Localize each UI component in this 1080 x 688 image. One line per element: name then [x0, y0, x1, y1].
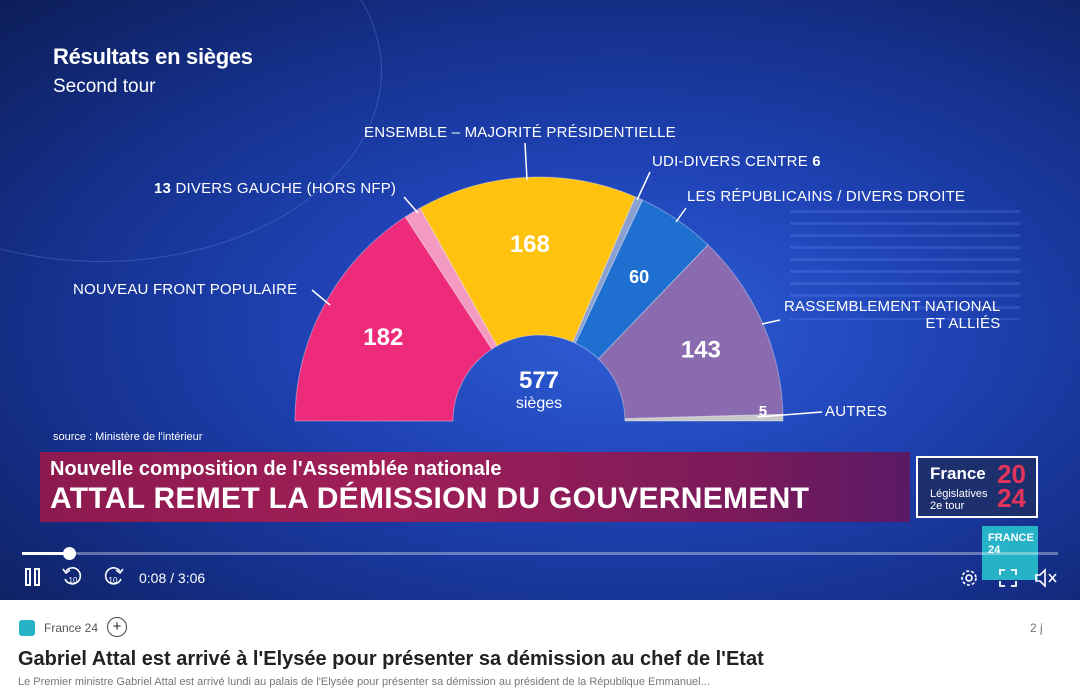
label-dvg-value: 13	[154, 180, 172, 197]
label-rn-line2: ET ALLIÉS	[925, 315, 1001, 332]
label-dvg-name: DIVERS GAUCHE (HORS NFP)	[175, 180, 397, 197]
france24-badge-text: FRANCE 24	[988, 532, 1034, 556]
logo-legislatives: Législatives 2e tour	[930, 488, 987, 512]
label-divers-gauche: 13 DIVERS GAUCHE (HORS NFP)	[154, 180, 396, 197]
badge-line2: 24	[988, 544, 1001, 556]
label-autres: AUTRES	[825, 403, 888, 420]
logo-year-bottom: 24	[997, 483, 1026, 513]
forward-10-icon[interactable]: 10	[102, 566, 124, 588]
leader-line-4	[675, 207, 687, 223]
slice-4	[574, 199, 709, 360]
slice-label-2: 168	[510, 231, 550, 258]
slice-label-4: 60	[629, 267, 649, 287]
follow-button[interactable]: +	[107, 617, 127, 637]
leader-line-5	[761, 319, 781, 325]
logo-year: 20 24	[986, 459, 1026, 513]
slice-label-6: 5	[759, 403, 767, 420]
leader-line-3	[636, 171, 651, 201]
label-rn-line1: RASSEMBLEMENT NATIONAL	[784, 298, 1001, 315]
progress-handle[interactable]	[62, 547, 76, 560]
current-time: 0:08	[139, 570, 167, 586]
settings-gear-icon[interactable]	[959, 568, 979, 588]
fullscreen-icon[interactable]	[998, 568, 1018, 588]
source-name[interactable]: France 24	[44, 621, 99, 635]
elections-logo: France 20 24 Législatives 2e tour	[916, 456, 1038, 518]
time-display: 0:08 / 3:06	[139, 570, 205, 586]
pause-icon[interactable]	[24, 567, 42, 587]
article-headline[interactable]: Gabriel Attal est arrivé à l'Elysée pour…	[18, 648, 764, 670]
logo-leg-line1: Législatives	[930, 488, 988, 500]
banner-kicker: Nouvelle composition de l'Assemblée nati…	[50, 458, 502, 480]
duration: 3:06	[177, 570, 206, 586]
slice-5	[597, 244, 784, 420]
slice-label-5: 143	[681, 336, 721, 363]
label-republicains: LES RÉPUBLICAINS / DIVERS DROITE	[687, 188, 966, 205]
france24-logo-icon	[19, 620, 35, 636]
time-ago: 2 j	[1030, 621, 1043, 635]
news-banner: Nouvelle composition de l'Assemblée nati…	[40, 452, 910, 522]
svg-text:10: 10	[109, 576, 118, 585]
leader-line-2	[524, 142, 528, 181]
label-rn: RASSEMBLEMENT NATIONAL ET ALLIÉS	[784, 298, 1000, 332]
mute-speaker-icon[interactable]	[1034, 567, 1058, 589]
chart-subtitle: Second tour	[53, 76, 156, 97]
slice-0	[294, 216, 493, 422]
progress-bar[interactable]	[22, 547, 1058, 560]
chart-source: source : Ministère de l'intérieur	[53, 431, 203, 443]
label-udi-name: UDI-DIVERS CENTRE	[652, 153, 808, 170]
background-lines	[790, 210, 1020, 320]
banner-headline: ATTAL REMET LA DÉMISSION DU GOUVERNEMENT	[50, 482, 810, 515]
total-seats-label: sièges	[516, 395, 562, 412]
france24-badge: FRANCE 24	[982, 526, 1038, 580]
video-player[interactable]: Résultats en sièges Second tour 182 168 60…	[0, 0, 1080, 600]
leader-line-1	[403, 196, 419, 214]
svg-text:10: 10	[69, 576, 78, 585]
leader-line-0	[311, 289, 331, 306]
slice-label-0: 182	[363, 324, 403, 351]
total-seats-value: 577	[519, 367, 559, 394]
article-snippet: Le Premier ministre Gabriel Attal est ar…	[18, 676, 710, 688]
hemicycle-chart: 182 168 60 143 5 577 sièges	[294, 142, 823, 422]
chart-title: Résultats en sièges	[53, 44, 253, 69]
leader-line-6	[756, 411, 823, 418]
slice-2	[419, 176, 636, 347]
rewind-10-icon[interactable]: 10	[62, 566, 84, 588]
logo-france-text: France	[930, 464, 986, 483]
label-nfp: NOUVEAU FRONT POPULAIRE	[73, 281, 298, 298]
time-separator: /	[170, 570, 175, 586]
slice-6	[624, 413, 784, 422]
label-udi: UDI-DIVERS CENTRE 6	[652, 153, 821, 170]
progress-fill	[22, 552, 69, 555]
label-udi-value: 6	[812, 153, 821, 170]
label-ensemble: ENSEMBLE – MAJORITÉ PRÉSIDENTIELLE	[364, 124, 676, 141]
logo-year-top: 20	[997, 459, 1026, 489]
logo-leg-line2: 2e tour	[930, 500, 965, 512]
article-card[interactable]	[0, 600, 1080, 683]
badge-line1: FRANCE	[988, 532, 1034, 544]
